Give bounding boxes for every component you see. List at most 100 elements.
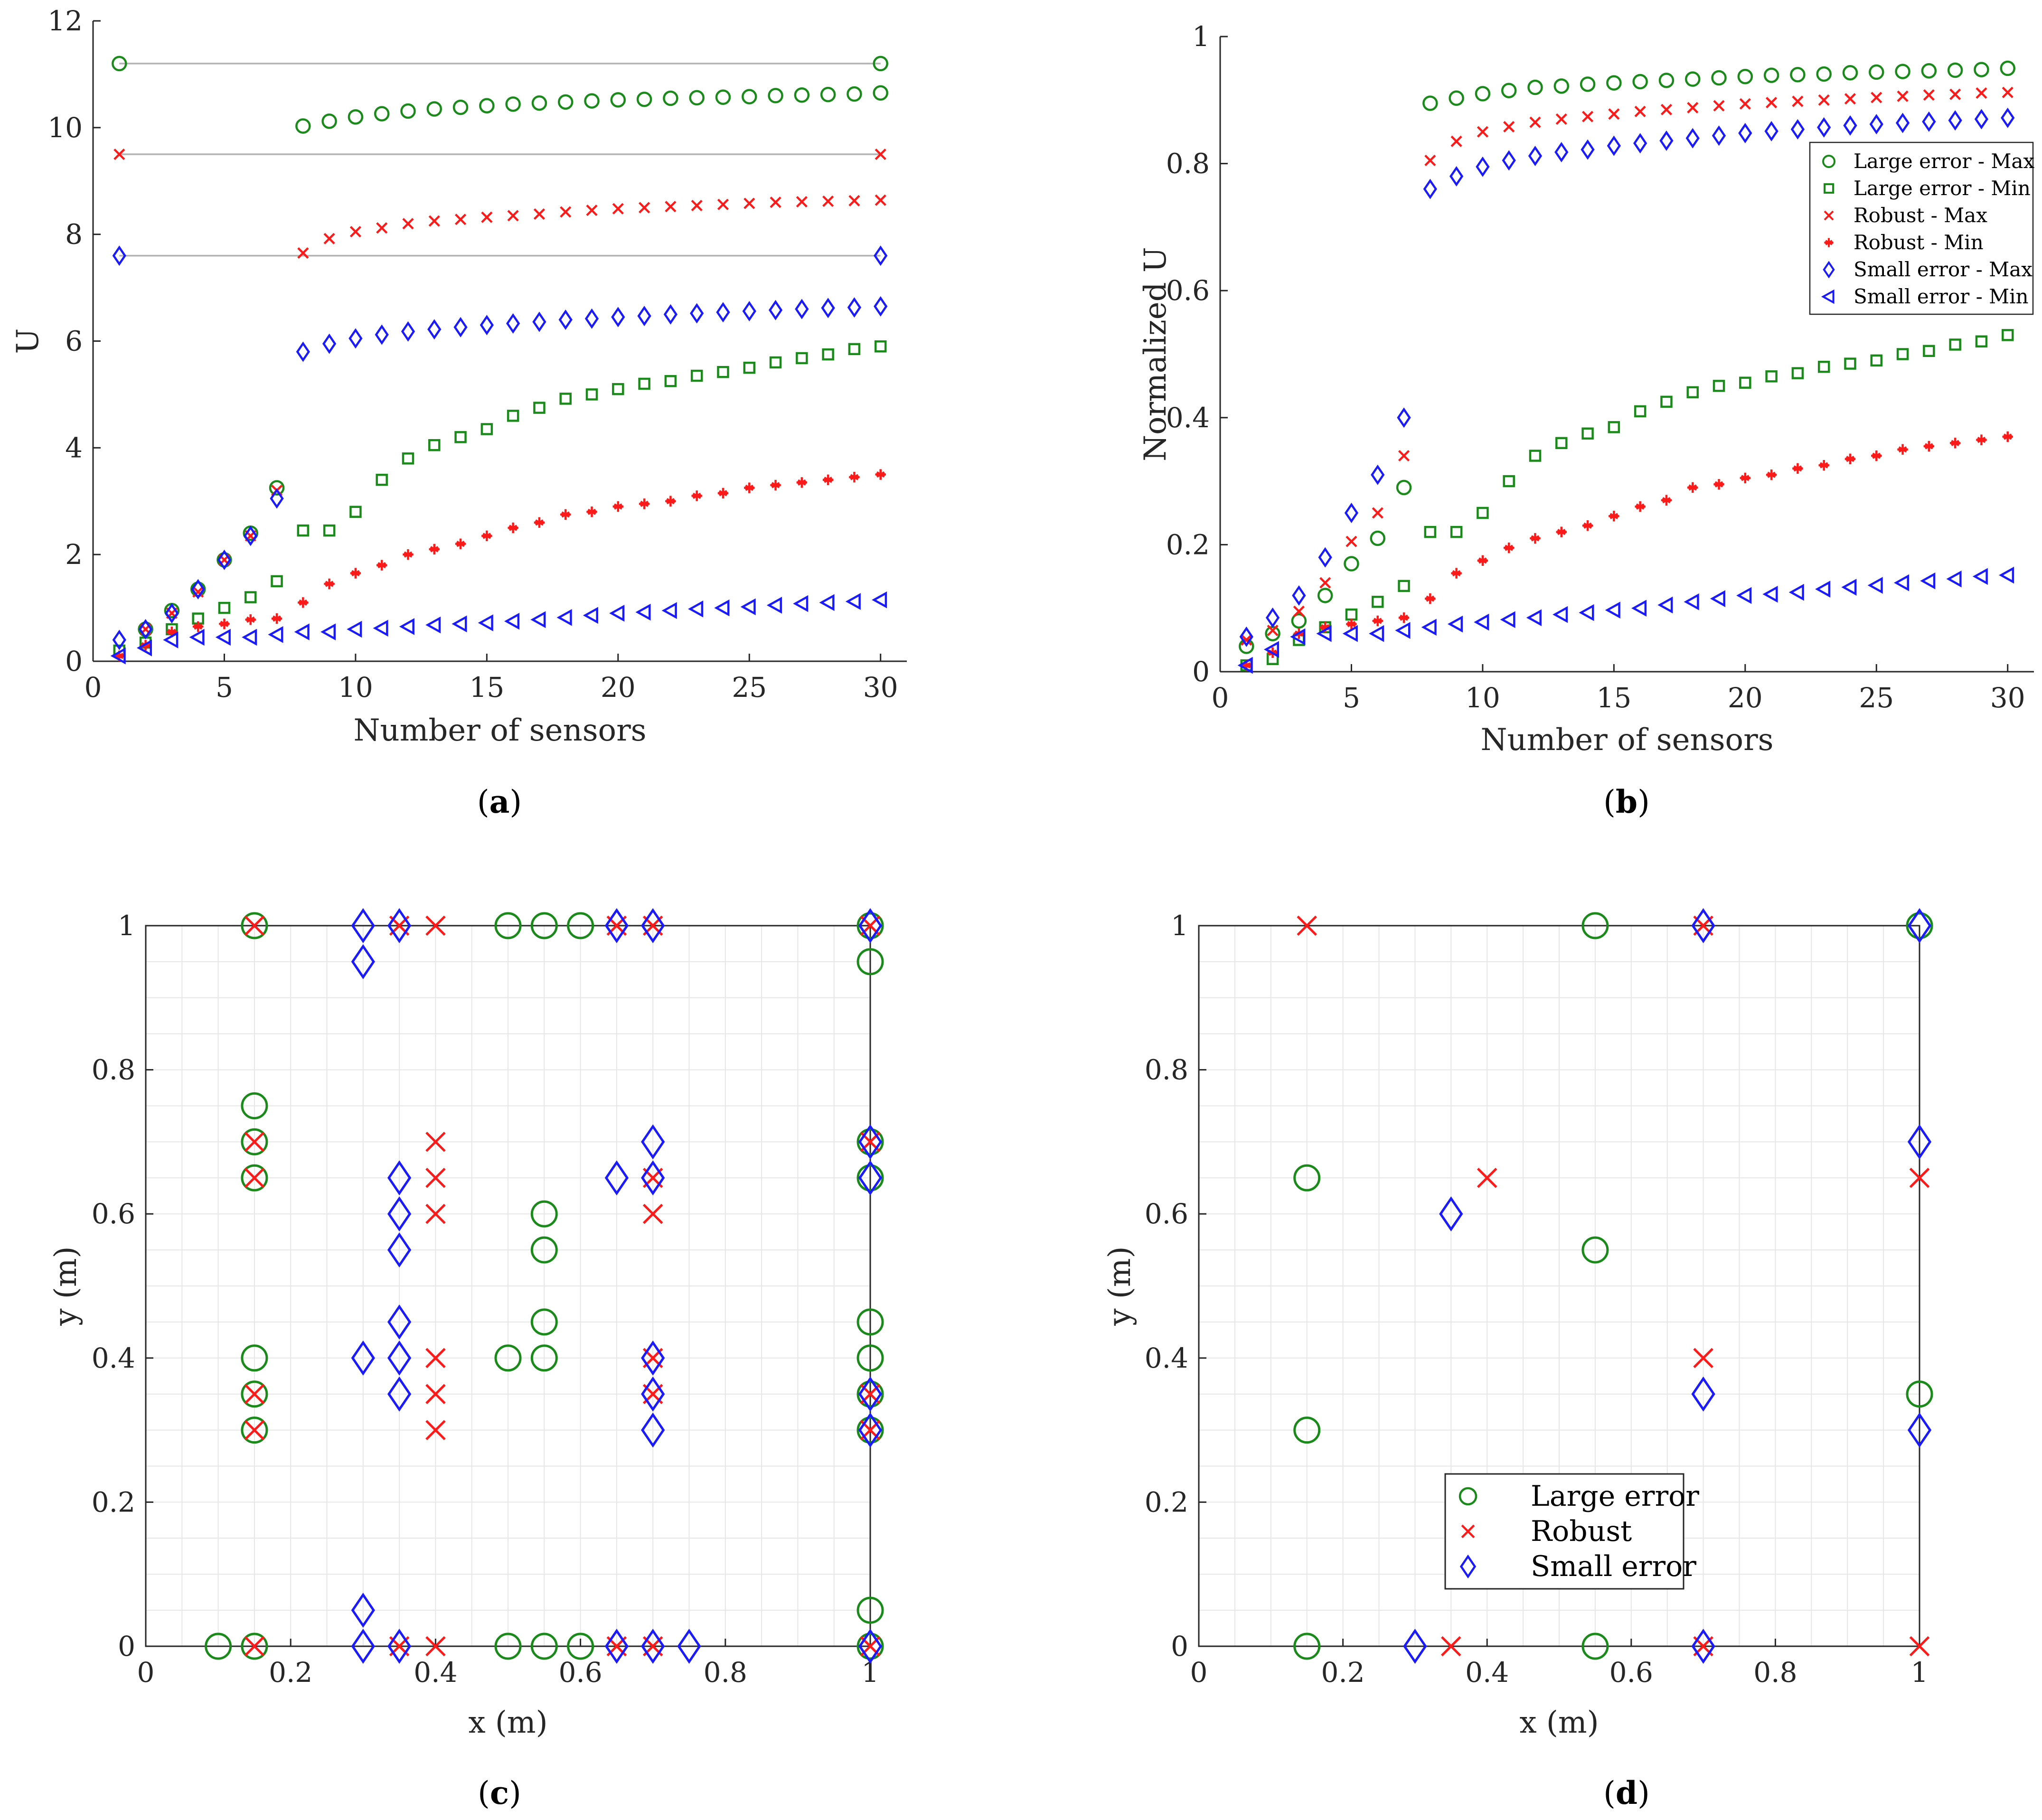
data-point (351, 908, 375, 943)
data-point (677, 1629, 701, 1664)
data-point (1501, 83, 1517, 98)
data-point (1976, 434, 1987, 445)
data-point (1477, 555, 1488, 566)
y-tick-label: 6 (65, 325, 83, 357)
legend-label: Robust - Max (1854, 204, 1987, 227)
data-point (583, 607, 598, 624)
data-point (743, 361, 756, 374)
data-point (856, 1128, 884, 1155)
legend-marker (1824, 183, 1834, 194)
data-point (1792, 95, 1804, 107)
data-point (270, 488, 284, 509)
data-point (534, 517, 545, 528)
x-tick-label: 5 (216, 671, 233, 704)
data-point (241, 1380, 268, 1408)
data-point (205, 1632, 232, 1660)
series-small-error (1403, 908, 1932, 1664)
y-tick-label: 8 (65, 218, 83, 251)
data-point (2001, 329, 2014, 341)
data-point (349, 225, 361, 238)
data-point (425, 1420, 446, 1440)
series-large-error-min (1240, 329, 2014, 672)
data-point (297, 524, 310, 537)
data-point (1423, 178, 1437, 199)
data-point (297, 247, 309, 259)
data-point (1477, 507, 1489, 519)
caption-letter: b (1616, 783, 1637, 820)
data-point (429, 544, 440, 555)
data-point (1424, 525, 1437, 538)
data-point (1527, 79, 1543, 95)
data-point (533, 402, 546, 414)
series-small-error-min (110, 591, 887, 665)
series-small-error-max (1239, 107, 2015, 647)
data-point (1792, 463, 1803, 474)
data-point (425, 1203, 446, 1224)
data-point (298, 597, 309, 608)
data-point (1660, 103, 1673, 115)
legend-label: Robust - Min (1854, 231, 1984, 254)
data-point (1608, 108, 1620, 120)
caption-open: ( (477, 784, 489, 820)
data-point (2002, 86, 2014, 98)
data-point (559, 393, 572, 405)
x-axis-label: Number of sensors (354, 713, 647, 748)
data-point (166, 626, 178, 638)
data-point (1764, 121, 1779, 141)
y-tick-label: 0.2 (92, 1486, 135, 1518)
data-point (244, 1132, 265, 1152)
data-point (1633, 133, 1647, 154)
data-point (874, 340, 887, 353)
data-point (219, 619, 230, 629)
data-point (1687, 102, 1699, 113)
data-point (1372, 615, 1383, 627)
data-point (691, 490, 702, 501)
data-point (1920, 572, 1936, 590)
data-point (320, 623, 336, 640)
data-point (1713, 380, 1725, 392)
data-point (1403, 1629, 1427, 1664)
data-point (530, 912, 558, 939)
data-point (856, 1308, 884, 1336)
data-point (1319, 577, 1331, 589)
data-point (1421, 619, 1437, 636)
data-point (638, 377, 650, 390)
data-point (455, 538, 466, 549)
data-point (530, 1200, 558, 1228)
data-point (1398, 450, 1410, 462)
data-point (1556, 526, 1567, 537)
data-point (425, 1168, 446, 1188)
data-point (112, 245, 126, 266)
data-point (1869, 114, 1883, 135)
y-tick-label: 0.8 (92, 1054, 135, 1086)
data-point (1554, 142, 1569, 163)
data-point (766, 597, 782, 614)
data-point (241, 1164, 268, 1191)
caption-open: ( (1603, 784, 1616, 820)
data-point (531, 95, 547, 111)
data-point (349, 506, 362, 518)
data-point (1293, 1164, 1321, 1191)
data-point (1740, 472, 1751, 484)
data-point (1634, 105, 1646, 117)
y-tick-label: 0.4 (1145, 1342, 1188, 1374)
data-point (1396, 479, 1412, 496)
data-point (1762, 585, 1778, 603)
data-point (1267, 624, 1279, 637)
data-point (1503, 475, 1515, 488)
data-point (1632, 74, 1648, 90)
data-point (1949, 88, 1961, 100)
data-point (1844, 453, 1856, 464)
data-point (387, 1340, 412, 1376)
data-point (743, 197, 755, 209)
data-point (688, 600, 704, 618)
data-point (425, 915, 446, 936)
caption-close: ) (509, 784, 522, 820)
data-point (1529, 450, 1542, 462)
data-point (612, 501, 624, 512)
data-point (530, 1308, 558, 1336)
data-point (796, 477, 808, 488)
data-point (609, 604, 625, 622)
data-point (425, 1132, 446, 1152)
data-point (244, 525, 258, 546)
